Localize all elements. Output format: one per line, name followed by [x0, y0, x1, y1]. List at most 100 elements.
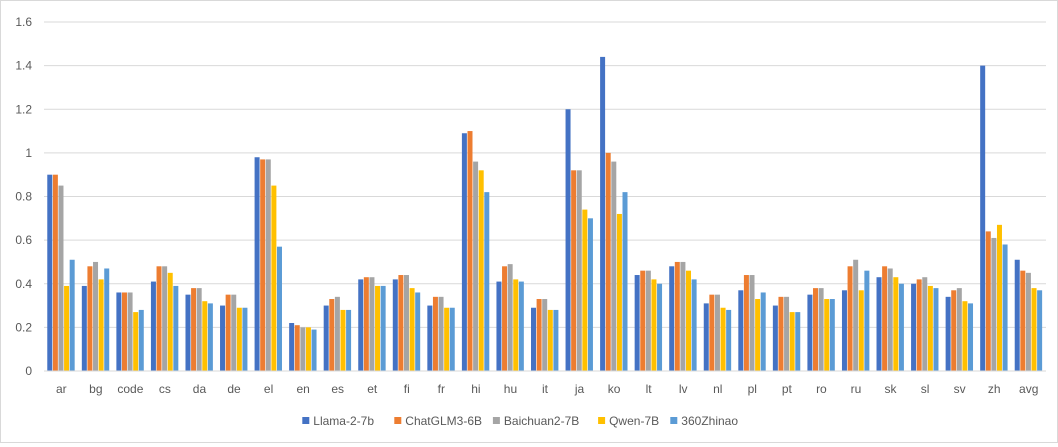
bar [167, 272, 173, 371]
bar [542, 299, 548, 371]
bar [138, 309, 144, 371]
x-tick-label: ar [56, 382, 67, 396]
bar [242, 307, 248, 371]
legend-label: Llama-2-7b [313, 414, 374, 428]
bar [674, 261, 680, 371]
x-tick-label: avg [1019, 382, 1038, 396]
legend-swatch [598, 417, 606, 424]
bar [93, 261, 99, 371]
bar [898, 283, 904, 371]
bar [565, 109, 571, 371]
bar [121, 292, 127, 371]
y-tick-label: 0.6 [15, 233, 32, 247]
bar [680, 261, 686, 371]
bar [645, 270, 651, 371]
bar [98, 279, 104, 371]
bar [1002, 244, 1008, 371]
bar [403, 275, 409, 371]
x-tick-label: hu [504, 382, 517, 396]
legend-swatch [302, 417, 310, 424]
bar [985, 231, 991, 371]
bar [980, 65, 986, 371]
bar [760, 292, 766, 371]
bar [64, 285, 70, 371]
bar [945, 296, 951, 371]
bar [52, 174, 58, 371]
bar [749, 275, 755, 371]
bar [547, 309, 553, 371]
bar [553, 309, 559, 371]
x-tick-label: et [367, 382, 378, 396]
bar [531, 307, 536, 371]
bar [340, 309, 346, 371]
bar [686, 270, 692, 371]
x-tick-label: fi [404, 382, 410, 396]
bar [438, 296, 444, 371]
bar [104, 268, 110, 371]
bar [300, 327, 306, 371]
bar [962, 301, 968, 371]
bar [323, 305, 329, 371]
legend-swatch [394, 417, 402, 424]
x-tick-label: ko [608, 382, 621, 396]
bar [305, 327, 311, 371]
bar [726, 309, 732, 371]
bar [864, 270, 870, 371]
bar [311, 329, 317, 371]
bar [876, 277, 882, 371]
y-tick-label: 0.4 [15, 277, 32, 291]
bar [461, 133, 467, 371]
bar [329, 299, 335, 371]
x-tick-label: fr [438, 382, 445, 396]
bar [956, 288, 962, 371]
bar [911, 283, 917, 371]
x-tick-label: de [227, 382, 241, 396]
bar [996, 224, 1002, 371]
bar [87, 266, 93, 371]
x-tick-label: lv [679, 382, 688, 396]
bar [536, 299, 542, 371]
bar [951, 290, 957, 371]
bar [933, 288, 939, 371]
x-tick-label: el [264, 382, 273, 396]
bar [714, 294, 720, 371]
bar [69, 259, 75, 371]
bar [789, 312, 795, 371]
bar [611, 161, 617, 371]
x-tick-label: zh [988, 382, 1001, 396]
bar [260, 159, 266, 371]
bar [720, 307, 726, 371]
bar [853, 259, 859, 371]
y-tick-label: 1.2 [15, 102, 32, 116]
bar [173, 285, 179, 371]
bar [651, 279, 657, 371]
bar [375, 285, 381, 371]
bar [605, 152, 611, 371]
bar [427, 305, 433, 371]
bar [968, 303, 974, 371]
bar [369, 277, 375, 371]
x-tick-label: ja [574, 382, 585, 396]
bar [922, 277, 928, 371]
bar [231, 294, 237, 371]
bar [432, 296, 438, 371]
x-tick-label: lt [646, 382, 653, 396]
x-tick-label: pt [782, 382, 793, 396]
bar [150, 281, 156, 371]
bar [185, 294, 191, 371]
bar [81, 285, 87, 371]
bar [478, 170, 484, 371]
y-tick-label: 0.8 [15, 190, 32, 204]
bar [513, 279, 519, 371]
bar [502, 266, 508, 371]
bar [444, 307, 450, 371]
bar [265, 159, 271, 371]
bar [824, 299, 830, 371]
bar [133, 312, 139, 371]
x-tick-label: hi [471, 382, 480, 396]
x-tick-label: ru [851, 382, 862, 396]
bar [415, 292, 421, 371]
legend-label: Qwen-7B [609, 414, 659, 428]
bar [616, 213, 622, 371]
